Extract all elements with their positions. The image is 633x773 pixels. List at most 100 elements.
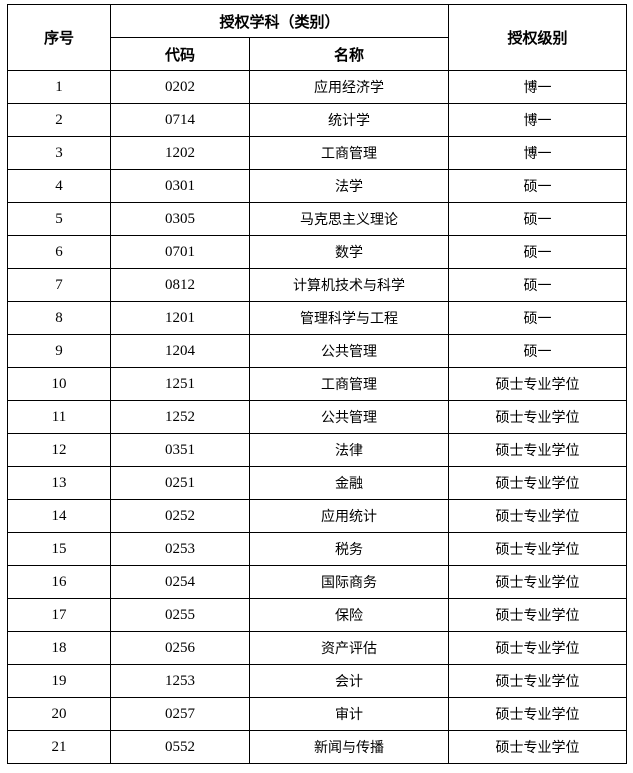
cell-index: 10 [7,367,111,401]
cell-level: 硕士专业学位 [448,631,628,665]
cell-code: 0202 [110,70,250,104]
cell-code: 1252 [110,400,250,434]
cell-code: 0253 [110,532,250,566]
header-index: 序号 [7,4,111,71]
cell-name: 马克思主义理论 [248,202,450,236]
cell-index: 21 [7,730,111,764]
cell-code: 1204 [110,334,250,368]
table-row: 8 1201 管理科学与工程 硕一 [7,301,628,335]
authorized-disciplines-table: 序号 授权学科（类别） 授权级别 代码 名称 1 0202 应用经济学 博一 2 0714… [7,4,628,764]
cell-code: 0252 [110,499,250,533]
cell-name: 统计学 [248,103,450,137]
cell-name: 金融 [248,466,450,500]
cell-index: 4 [7,169,111,203]
cell-index: 14 [7,499,111,533]
table-row: 13 0251 金融 硕士专业学位 [7,466,628,500]
cell-level: 硕士专业学位 [448,664,628,698]
cell-code: 0301 [110,169,250,203]
cell-name: 新闻与传播 [248,730,450,764]
cell-name: 保险 [248,598,450,632]
header-subrow: 代码 名称 [8,37,627,71]
cell-name: 会计 [248,664,450,698]
table-row: 16 0254 国际商务 硕士专业学位 [7,565,628,599]
cell-index: 18 [7,631,111,665]
cell-level: 硕士专业学位 [448,466,628,500]
cell-code: 0714 [110,103,250,137]
header-level: 授权级别 [448,4,628,71]
cell-index: 5 [7,202,111,236]
cell-code: 0701 [110,235,250,269]
cell-code: 0552 [110,730,250,764]
cell-level: 硕士专业学位 [448,565,628,599]
cell-code: 0305 [110,202,250,236]
table-row: 11 1252 公共管理 硕士专业学位 [7,400,628,434]
cell-name: 工商管理 [248,367,450,401]
cell-index: 3 [7,136,111,170]
cell-index: 15 [7,532,111,566]
cell-name: 应用统计 [248,499,450,533]
cell-code: 1202 [110,136,250,170]
cell-index: 11 [7,400,111,434]
cell-name: 税务 [248,532,450,566]
cell-index: 2 [7,103,111,137]
cell-level: 硕一 [448,268,628,302]
cell-name: 法学 [248,169,450,203]
header-row: 序号 授权学科（类别） 授权级别 [7,4,628,71]
table-row: 10 1251 工商管理 硕士专业学位 [7,367,628,401]
cell-name: 工商管理 [248,136,450,170]
cell-code: 0255 [110,598,250,632]
cell-name: 计算机技术与科学 [248,268,450,302]
cell-level: 硕士专业学位 [448,730,628,764]
table-row: 20 0257 审计 硕士专业学位 [7,697,628,731]
cell-index: 6 [7,235,111,269]
table-row: 19 1253 会计 硕士专业学位 [7,664,628,698]
cell-level: 硕一 [448,235,628,269]
header-name: 名称 [248,37,450,71]
cell-code: 0351 [110,433,250,467]
cell-code: 1251 [110,367,250,401]
table-row: 2 0714 统计学 博一 [7,103,628,137]
cell-level: 博一 [448,70,628,104]
cell-name: 管理科学与工程 [248,301,450,335]
cell-name: 公共管理 [248,334,450,368]
cell-index: 20 [7,697,111,731]
table-row: 18 0256 资产评估 硕士专业学位 [7,631,628,665]
cell-code: 0257 [110,697,250,731]
cell-level: 博一 [448,136,628,170]
table-row: 4 0301 法学 硕一 [7,169,628,203]
cell-code: 0256 [110,631,250,665]
table-row: 21 0552 新闻与传播 硕士专业学位 [7,730,628,764]
table-row: 9 1204 公共管理 硕一 [7,334,628,368]
cell-level: 硕士专业学位 [448,367,628,401]
cell-name: 国际商务 [248,565,450,599]
table-row: 6 0701 数学 硕一 [7,235,628,269]
table-row: 5 0305 马克思主义理论 硕一 [7,202,628,236]
cell-index: 19 [7,664,111,698]
cell-code: 0254 [110,565,250,599]
cell-name: 审计 [248,697,450,731]
table-row: 3 1202 工商管理 博一 [7,136,628,170]
cell-name: 法律 [248,433,450,467]
cell-level: 硕士专业学位 [448,598,628,632]
cell-index: 8 [7,301,111,335]
cell-index: 17 [7,598,111,632]
cell-level: 博一 [448,103,628,137]
cell-name: 数学 [248,235,450,269]
cell-code: 0251 [110,466,250,500]
cell-level: 硕士专业学位 [448,499,628,533]
cell-level: 硕士专业学位 [448,400,628,434]
header-code: 代码 [110,37,250,71]
cell-level: 硕一 [448,334,628,368]
cell-index: 1 [7,70,111,104]
table-row: 12 0351 法律 硕士专业学位 [7,433,628,467]
table-row: 1 0202 应用经济学 博一 [7,70,628,104]
cell-code: 0812 [110,268,250,302]
cell-index: 13 [7,466,111,500]
cell-index: 9 [7,334,111,368]
cell-level: 硕一 [448,202,628,236]
cell-index: 7 [7,268,111,302]
cell-code: 1201 [110,301,250,335]
table-row: 7 0812 计算机技术与科学 硕一 [7,268,628,302]
cell-level: 硕一 [448,169,628,203]
cell-level: 硕士专业学位 [448,433,628,467]
